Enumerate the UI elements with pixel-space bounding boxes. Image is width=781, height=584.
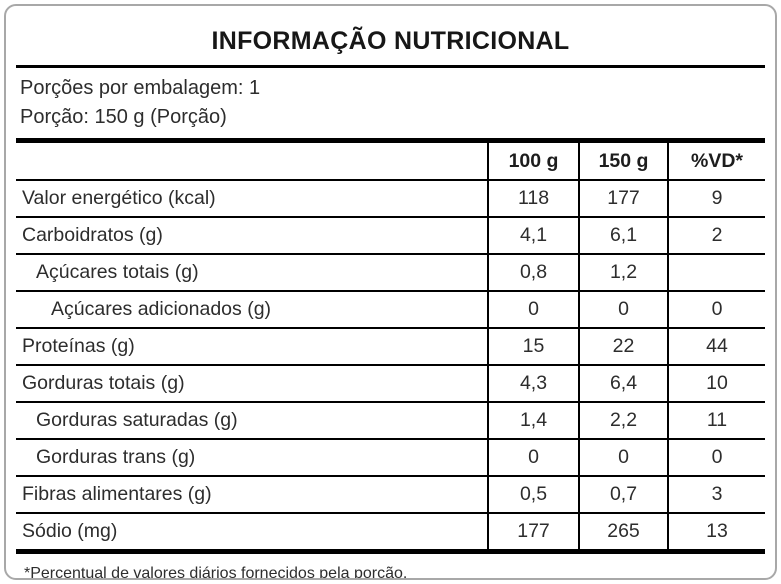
value-150g: 0 <box>578 439 668 477</box>
column-header-vd: %VD* <box>667 140 765 181</box>
value-vd <box>667 254 765 292</box>
nutrient-label: Gorduras totais (g) <box>16 365 488 403</box>
table-row: Gorduras totais (g) 4,3 6,4 10 <box>16 365 765 403</box>
nutrient-label: Proteínas (g) <box>16 328 488 366</box>
value-vd: 11 <box>667 402 765 440</box>
nutrition-label-card: INFORMAÇÃO NUTRICIONAL Porções por embal… <box>4 4 777 580</box>
table-row: Açúcares totais (g) 0,8 1,2 <box>16 254 765 292</box>
value-150g: 1,2 <box>578 254 668 292</box>
value-150g: 0,7 <box>578 476 668 514</box>
column-header-100g: 100 g <box>487 140 579 181</box>
table-row: Gorduras saturadas (g) 1,4 2,2 11 <box>16 402 765 440</box>
footnote: *Percentual de valores diários fornecido… <box>24 565 408 580</box>
nutrient-label: Gorduras trans (g) <box>16 439 488 477</box>
value-100g: 0,8 <box>487 254 579 292</box>
nutrient-label: Açúcares adicionados (g) <box>16 291 488 329</box>
nutrient-label: Açúcares totais (g) <box>16 254 488 292</box>
value-vd: 2 <box>667 217 765 255</box>
value-150g: 2,2 <box>578 402 668 440</box>
table-row: Valor energético (kcal) 118 177 9 <box>16 180 765 218</box>
table-header-row: 100 g 150 g %VD* <box>16 140 765 181</box>
value-100g: 4,1 <box>487 217 579 255</box>
nutrient-label: Gorduras saturadas (g) <box>16 402 488 440</box>
value-100g: 1,4 <box>487 402 579 440</box>
table-row: Sódio (mg) 177 265 13 <box>16 513 765 553</box>
value-vd: 44 <box>667 328 765 366</box>
page-title: INFORMAÇÃO NUTRICIONAL <box>211 27 570 55</box>
value-100g: 177 <box>487 513 579 553</box>
value-100g: 118 <box>487 180 579 218</box>
title-divider <box>16 65 765 68</box>
table-row: Açúcares adicionados (g) 0 0 0 <box>16 291 765 329</box>
value-vd: 0 <box>667 291 765 329</box>
value-150g: 0 <box>578 291 668 329</box>
column-header-blank <box>16 140 488 181</box>
nutrient-label: Valor energético (kcal) <box>16 180 488 218</box>
value-150g: 265 <box>578 513 668 553</box>
table-row: Proteínas (g) 15 22 44 <box>16 328 765 366</box>
value-100g: 0 <box>487 439 579 477</box>
value-vd: 9 <box>667 180 765 218</box>
serving-info: Porções por embalagem: 1 Porção: 150 g (… <box>16 68 765 131</box>
table-row: Carboidratos (g) 4,1 6,1 2 <box>16 217 765 255</box>
value-vd: 13 <box>667 513 765 553</box>
nutrient-label: Fibras alimentares (g) <box>16 476 488 514</box>
value-150g: 22 <box>578 328 668 366</box>
value-100g: 4,3 <box>487 365 579 403</box>
nutrient-label: Sódio (mg) <box>16 513 488 553</box>
value-100g: 15 <box>487 328 579 366</box>
servings-per-package: Porções por embalagem: 1 <box>20 77 261 99</box>
value-vd: 10 <box>667 365 765 403</box>
value-150g: 6,1 <box>578 217 668 255</box>
table-row: Fibras alimentares (g) 0,5 0,7 3 <box>16 476 765 514</box>
portion-size: Porção: 150 g (Porção) <box>20 105 227 128</box>
value-vd: 0 <box>667 439 765 477</box>
value-150g: 177 <box>578 180 668 218</box>
value-100g: 0 <box>487 291 579 329</box>
value-vd: 3 <box>667 476 765 514</box>
nutrition-table: 100 g 150 g %VD* Valor energético (kcal)… <box>16 138 765 554</box>
table-row: Gorduras trans (g) 0 0 0 <box>16 439 765 477</box>
nutrient-label: Carboidratos (g) <box>16 217 488 255</box>
value-100g: 0,5 <box>487 476 579 514</box>
value-150g: 6,4 <box>578 365 668 403</box>
column-header-150g: 150 g <box>578 140 668 181</box>
